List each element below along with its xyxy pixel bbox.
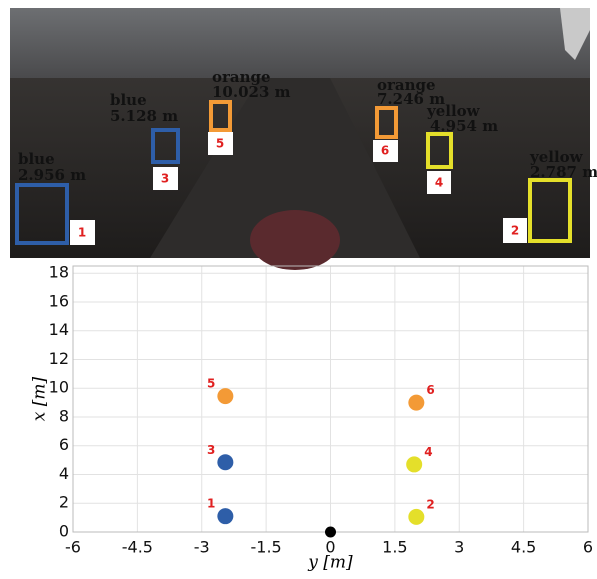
- x-tick-label: -3: [194, 538, 210, 557]
- point-label: 4: [424, 445, 432, 459]
- point-label: 5: [207, 377, 215, 391]
- detection-distance: 2.956 m: [18, 166, 86, 184]
- x-tick-label: 0: [325, 538, 335, 557]
- x-tick-label: 3: [454, 538, 464, 557]
- x-tick-label: 1.5: [382, 538, 407, 557]
- y-tick-label: 4: [59, 464, 69, 483]
- detection-class: blue: [110, 91, 147, 109]
- box: [15, 100, 572, 245]
- point: [217, 508, 234, 525]
- y-tick-label: 10: [49, 378, 69, 397]
- detection-distance: 4.954 m: [430, 117, 498, 135]
- y-tick-label: 2: [59, 493, 69, 512]
- detection-distance: 7.246 m: [377, 90, 445, 108]
- y-tick-label: 12: [49, 349, 69, 368]
- point: [408, 394, 425, 411]
- detection-distance: 2.787 m: [530, 163, 597, 181]
- point-label: 1: [207, 497, 215, 511]
- y-axis-label: x [m]: [30, 376, 50, 421]
- y-tick-label: 16: [49, 291, 69, 310]
- x-tick-label: 6: [583, 538, 593, 557]
- y-tick-label: 18: [49, 263, 69, 282]
- x-tick-label: -4.5: [122, 538, 153, 557]
- detection-id: 6: [381, 144, 389, 158]
- point: [217, 388, 234, 405]
- detection-class: blue: [18, 150, 55, 168]
- point: [217, 454, 234, 471]
- detection-class: orange: [377, 76, 436, 94]
- x-tick-label: -6: [65, 538, 81, 557]
- detection-id: 1: [78, 226, 86, 240]
- y-tick-label: 6: [59, 435, 69, 454]
- point-label: 6: [426, 383, 434, 397]
- point: [408, 508, 425, 525]
- detection-id: 2: [511, 224, 519, 238]
- x-axis-label: y [m]: [307, 553, 353, 573]
- y-tick-label: 0: [59, 522, 69, 541]
- detection-class: yellow: [426, 102, 481, 120]
- y-tick-label: 8: [59, 406, 69, 425]
- detection-distance: 5.128 m: [110, 107, 178, 125]
- point: [406, 456, 423, 473]
- y-tick-label: 14: [49, 320, 69, 339]
- detection-id: 4: [435, 176, 443, 190]
- point: [325, 526, 336, 538]
- detection-id: 5: [216, 137, 224, 151]
- detection-class: yellow: [529, 148, 584, 166]
- point-label: 3: [207, 443, 215, 457]
- x-tick-label: 4.5: [511, 538, 536, 557]
- detection-id: 3: [161, 172, 169, 186]
- camera-image: 1 2 3 4 5 6 blue 2.956 m yellow 2.787 m …: [10, 8, 597, 270]
- detection-class: orange: [212, 68, 271, 86]
- x-tick-label: -1.5: [251, 538, 282, 557]
- point-label: 2: [426, 497, 434, 511]
- detection-distance: 10.023 m: [212, 83, 291, 101]
